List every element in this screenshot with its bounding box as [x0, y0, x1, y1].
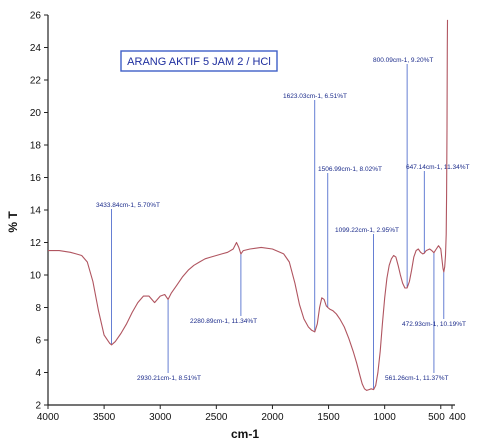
y-tick-label: 14: [30, 206, 42, 217]
x-tick-label: 2000: [261, 412, 284, 423]
peak-annotations: 3433.84cm-1, 5.70%T 2930.21cm-1, 8.51%T 22…: [96, 57, 469, 390]
x-tick-label: 3500: [93, 412, 116, 423]
x-tick-label: 4000: [37, 412, 60, 423]
peak-annotation-label: 1099.22cm-1, 2.95%T: [335, 227, 399, 234]
y-axis-title: % T: [6, 211, 20, 233]
peak-annotation-label: 3433.84cm-1, 5.70%T: [96, 202, 160, 209]
peak-annotation-label: 2280.89cm-1, 11.34%T: [190, 318, 257, 325]
y-tick-label: 10: [30, 271, 42, 282]
x-tick-label: 1500: [317, 412, 340, 423]
y-tick-label: 24: [30, 43, 42, 54]
y-tick-label: 6: [35, 336, 41, 347]
peak-annotation-label: 800.09cm-1, 9.20%T: [373, 57, 433, 64]
y-tick-label: 16: [30, 173, 42, 184]
y-tick-label: 20: [30, 108, 42, 119]
x-tick-label: 500: [428, 412, 445, 423]
x-tick-label: 3000: [149, 412, 172, 423]
y-tick-label: 22: [30, 76, 42, 87]
chart-title: ARANG AKTIF 5 JAM 2 / HCl: [127, 56, 271, 68]
axes: [47, 15, 455, 406]
peak-annotation-label: 1623.03cm-1, 6.51%T: [283, 93, 347, 100]
y-tick-label: 2: [35, 401, 41, 412]
spectrum-line: [48, 19, 449, 391]
x-tick-label: 400: [449, 412, 466, 423]
peak-annotation-label: 2930.21cm-1, 8.51%T: [137, 375, 201, 382]
y-tick-label: 12: [30, 238, 42, 249]
y-tick-label: 8: [35, 303, 41, 314]
peak-annotation-label: 561.26cm-1, 11.37%T: [385, 375, 448, 382]
x-axis-title: cm-1: [231, 427, 259, 441]
y-tick-label: 26: [30, 11, 42, 22]
x-tick-label: 1000: [374, 412, 397, 423]
chart-title-box: ARANG AKTIF 5 JAM 2 / HCl: [120, 50, 278, 72]
x-tick-label: 2500: [205, 412, 228, 423]
y-tick-label: 18: [30, 141, 42, 152]
peak-annotation-label: 647.14cm-1, 11.34%T: [406, 164, 469, 171]
peak-annotation-label: 472.93cm-1, 10.19%T: [402, 321, 466, 328]
title-frame: [120, 50, 278, 72]
y-tick-label: 4: [35, 368, 41, 379]
peak-annotation-label: 1506.99cm-1, 8.02%T: [318, 166, 382, 173]
